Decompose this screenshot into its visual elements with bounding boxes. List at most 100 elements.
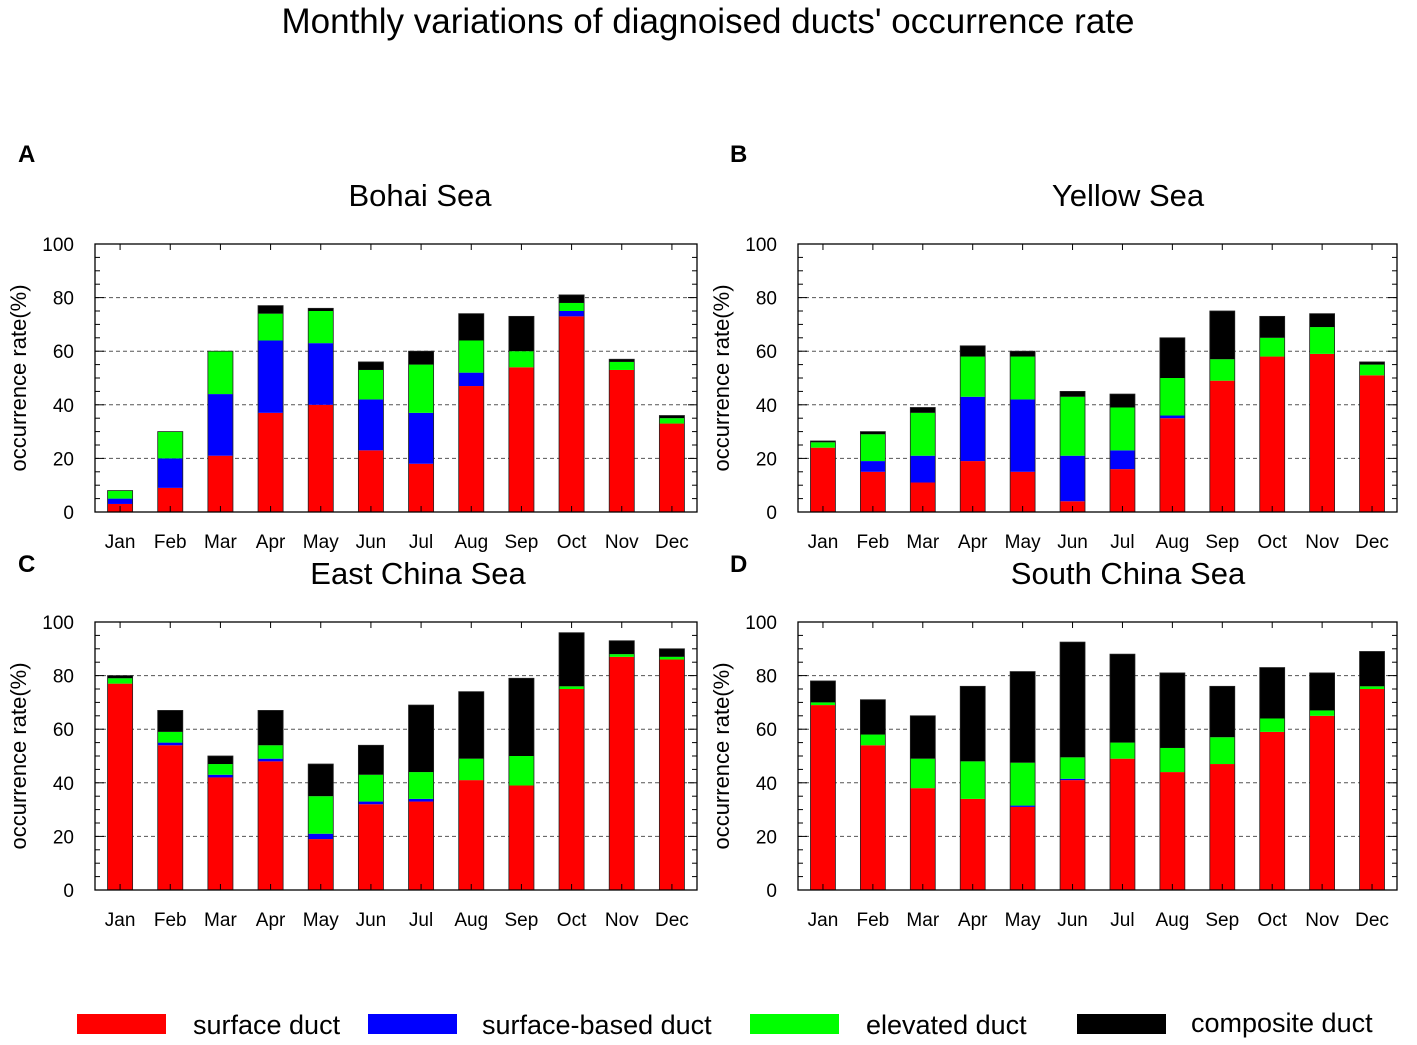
x-tick-label: Aug — [1155, 532, 1189, 553]
bar-composite-duct-may — [308, 308, 334, 311]
y-axis-label: occurrence rate(%) — [709, 662, 734, 849]
bar-surface-based-duct-oct — [559, 311, 585, 317]
x-tick-label: Jul — [409, 532, 433, 553]
bar-composite-duct-apr — [258, 305, 284, 314]
legend-label-elevated-duct: elevated duct — [866, 1010, 1027, 1040]
bar-surface-based-duct-mar — [910, 455, 936, 483]
bar-surface-duct-aug — [1159, 418, 1185, 512]
bar-surface-duct-sep — [1209, 380, 1235, 512]
bar-elevated-duct-jan — [810, 702, 836, 706]
x-tick-label: Jul — [409, 910, 433, 931]
bar-elevated-duct-oct — [559, 302, 585, 311]
bar-surface-based-duct-jul — [408, 798, 434, 802]
bar-composite-duct-aug — [1159, 672, 1185, 748]
panel-letter: D — [730, 551, 747, 578]
bar-surface-duct-aug — [458, 780, 484, 890]
legend-label-composite-duct: composite duct — [1191, 1008, 1373, 1038]
x-tick-label: Feb — [154, 532, 187, 553]
bar-elevated-duct-feb — [860, 734, 886, 746]
bar-composite-duct-apr — [258, 710, 284, 746]
bar-elevated-duct-sep — [508, 756, 534, 786]
bar-surface-duct-jul — [1109, 469, 1135, 512]
x-tick-label: Mar — [204, 910, 237, 931]
bar-elevated-duct-may — [308, 311, 334, 344]
bar-composite-duct-jan — [810, 680, 836, 703]
x-tick-label: Dec — [1355, 532, 1389, 553]
bar-surface-based-duct-feb — [860, 461, 886, 472]
bar-surface-duct-jun — [358, 450, 384, 512]
plot-frame — [94, 621, 698, 891]
x-tick-label: May — [1005, 910, 1041, 931]
bar-composite-duct-feb — [860, 431, 886, 435]
bar-surface-based-duct-aug — [1159, 415, 1185, 419]
bar-elevated-duct-feb — [157, 431, 183, 459]
bar-elevated-duct-apr — [960, 356, 986, 397]
bar-elevated-duct-dec — [1359, 686, 1385, 689]
x-tick-label: Nov — [1305, 910, 1339, 931]
bar-surface-duct-may — [308, 839, 334, 890]
bar-surface-based-duct-jun — [1060, 778, 1086, 781]
bar-composite-duct-jul — [408, 705, 434, 773]
y-tick-label: 80 — [53, 667, 74, 688]
bar-elevated-duct-dec — [659, 656, 685, 660]
panel-letter: A — [18, 141, 35, 168]
y-tick-label: 20 — [53, 827, 74, 848]
bar-elevated-duct-nov — [1309, 327, 1335, 354]
x-tick-label: Apr — [256, 532, 286, 553]
bar-surface-based-duct-may — [308, 833, 334, 840]
y-tick-label: 60 — [756, 720, 777, 741]
x-tick-label: Oct — [557, 910, 587, 931]
x-tick-label: Jan — [808, 532, 839, 553]
legend-swatch-surface-duct — [77, 1014, 166, 1034]
x-tick-label: Apr — [958, 910, 988, 931]
bar-surface-based-duct-aug — [458, 372, 484, 387]
panel-title: Bohai Sea — [348, 178, 492, 213]
panel-letter: B — [730, 141, 747, 168]
bar-elevated-duct-jul — [1109, 742, 1135, 759]
panel-title: East China Sea — [310, 556, 526, 591]
bar-surface-based-duct-jul — [1109, 450, 1135, 470]
y-tick-label: 0 — [766, 881, 777, 902]
chart-panel-d: D South China Sea Jan Feb Mar Apr May Jun Jul Aug… — [709, 551, 1398, 931]
bar-composite-duct-dec — [659, 648, 685, 657]
x-tick-label: May — [1005, 532, 1041, 553]
bar-surface-based-duct-jun — [358, 801, 384, 805]
bar-elevated-duct-mar — [207, 351, 233, 395]
bar-surface-duct-jul — [408, 801, 434, 890]
bar-elevated-duct-jul — [408, 364, 434, 413]
y-tick-label: 100 — [745, 613, 777, 634]
x-tick-label: Mar — [906, 532, 939, 553]
bar-surface-duct-oct — [559, 689, 585, 890]
bar-surface-duct-oct — [1259, 731, 1285, 890]
bar-elevated-duct-sep — [1209, 737, 1235, 765]
x-tick-label: Dec — [655, 910, 689, 931]
x-tick-label: Sep — [1205, 532, 1239, 553]
x-tick-label: Sep — [505, 532, 539, 553]
bar-elevated-duct-apr — [258, 745, 284, 759]
bar-elevated-duct-apr — [960, 761, 986, 799]
bar-composite-duct-aug — [458, 313, 484, 341]
bar-surface-based-duct-mar — [207, 394, 233, 456]
bar-surface-duct-aug — [1159, 772, 1185, 890]
bar-composite-duct-nov — [1309, 313, 1335, 328]
legend-swatch-surface-based-duct — [368, 1014, 457, 1034]
bar-elevated-duct-jul — [408, 772, 434, 799]
y-tick-label: 0 — [63, 503, 74, 524]
bar-elevated-duct-dec — [1359, 364, 1385, 376]
bar-composite-duct-jun — [1060, 391, 1086, 397]
bar-surface-duct-sep — [508, 367, 534, 512]
x-tick-label: Feb — [857, 910, 890, 931]
x-tick-label: Feb — [857, 532, 890, 553]
plot-frame — [797, 243, 1398, 513]
bar-surface-duct-jun — [1060, 780, 1086, 890]
bar-surface-duct-apr — [960, 461, 986, 512]
bar-elevated-duct-oct — [1259, 337, 1285, 357]
y-tick-label: 0 — [766, 503, 777, 524]
bar-composite-duct-nov — [609, 359, 635, 362]
bar-elevated-duct-jan — [810, 442, 836, 448]
bar-surface-based-duct-apr — [960, 396, 986, 462]
bar-composite-duct-sep — [1209, 311, 1235, 360]
bar-composite-duct-jan — [810, 440, 836, 443]
y-tick-label: 80 — [756, 667, 777, 688]
